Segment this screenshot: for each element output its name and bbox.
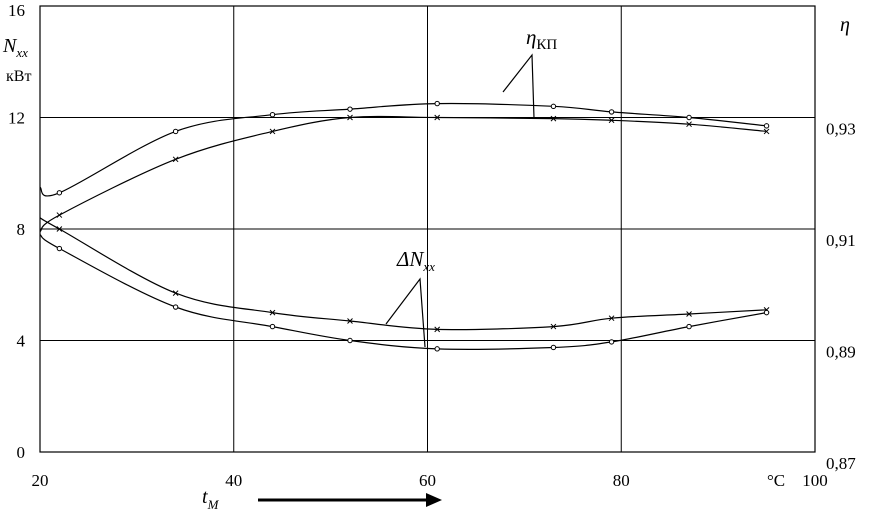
y-right-tick-label: 0,87 — [826, 454, 856, 473]
x-tick-label: 20 — [32, 471, 49, 490]
y-left-tick-label: 8 — [17, 220, 26, 239]
y-left-tick-label: 4 — [17, 332, 26, 351]
tick-labels: 20 40 60 80 100 0 4 8 12 16 0,87 0,89 0,91 0,93 — [8, 1, 856, 490]
x-label-main: t — [202, 486, 208, 508]
series-1-point — [686, 114, 692, 121]
series-4-point — [56, 245, 63, 252]
x-label-sub: M — [207, 497, 220, 512]
series-4-point — [550, 344, 557, 351]
y-left-tick-label: 0 — [17, 443, 26, 462]
series-1-point — [347, 106, 353, 112]
series-1-point — [269, 112, 276, 118]
series-1-point — [56, 190, 63, 196]
series-3-point — [269, 309, 276, 316]
y-left-unit: кВт — [6, 68, 31, 85]
eta-kp-annotation: ηКП — [526, 25, 557, 53]
series-4-point — [347, 337, 353, 344]
y-right-tick-label: 0,89 — [826, 343, 856, 362]
series-2-point — [347, 114, 353, 121]
series-2-point — [172, 156, 179, 163]
y-left-tick-label: 12 — [8, 109, 25, 128]
series-line-2 — [39, 115, 767, 233]
series-3-point — [608, 315, 615, 322]
series-3-point — [686, 311, 692, 317]
x-axis-title: tM — [202, 486, 220, 512]
series-3-point — [56, 226, 63, 232]
delta-n-annotation-leader — [385, 277, 426, 348]
x-tick-label: 40 — [225, 471, 242, 490]
series-line-3 — [39, 217, 767, 331]
y-right-tick-label: 0,91 — [826, 231, 856, 250]
series-2-point — [269, 128, 276, 135]
x-tick-label: 80 — [613, 471, 630, 490]
series-2-point — [550, 115, 557, 122]
series-line-4 — [39, 234, 767, 350]
y-right-axis-title: η — [840, 14, 850, 36]
grid-lines — [39, 5, 816, 453]
series-line-1 — [39, 102, 767, 197]
y-left-axis-title: Nxx — [2, 35, 28, 60]
series-2-point — [686, 121, 692, 128]
series-1-point — [763, 123, 770, 129]
delta-n-annotation: ΔNxx — [396, 247, 435, 274]
series-2-point — [608, 117, 615, 124]
series-3-point — [347, 318, 353, 324]
series-4-point — [686, 323, 692, 330]
series-3-point — [434, 326, 441, 333]
series-group — [39, 100, 770, 352]
series-4-point — [434, 346, 440, 352]
series-2-point — [434, 114, 441, 121]
series-1-point — [608, 109, 615, 115]
series-4-point — [269, 323, 276, 330]
series-2-point — [56, 212, 63, 218]
eta-kp-main: η — [526, 25, 536, 49]
eta-kp-sub: КП — [536, 37, 557, 53]
y-left-label-sub: xx — [15, 45, 28, 60]
series-1-point — [172, 128, 179, 135]
series-3-point — [550, 323, 557, 330]
series-4-point — [763, 309, 770, 316]
y-left-label-main: N — [2, 35, 18, 57]
series-2-point — [763, 128, 770, 135]
series-1-point — [434, 100, 440, 107]
series-3-point — [172, 290, 179, 296]
y-right-tick-label: 0,93 — [826, 120, 856, 139]
series-4-point — [172, 304, 179, 310]
x-tick-label: 100 — [802, 471, 828, 490]
x-direction-arrow — [258, 493, 442, 507]
delta-n-sub: xx — [422, 259, 435, 274]
y-left-tick-label: 16 — [8, 1, 25, 20]
series-4-point — [608, 339, 615, 345]
x-tick-label: 60 — [419, 471, 436, 490]
x-axis-unit: °C — [767, 471, 785, 490]
eta-annotation-leader — [502, 53, 535, 119]
delta-n-main: ΔN — [396, 247, 424, 271]
series-1-point — [550, 103, 557, 110]
